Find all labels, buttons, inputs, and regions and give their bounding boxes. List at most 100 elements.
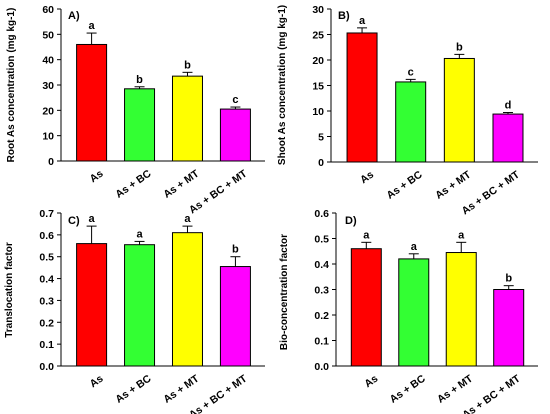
significance-letter: a [411, 241, 418, 253]
error-bars [86, 225, 241, 267]
significance-letter: c [408, 66, 414, 78]
y-tick-label: 20 [42, 105, 54, 117]
y-tick-label: 0.4 [39, 274, 54, 286]
bars [76, 232, 251, 367]
bar [493, 289, 525, 367]
significance-letters: a a a b [89, 213, 240, 256]
bars [350, 248, 525, 367]
y-tick-label: 10 [42, 131, 54, 143]
y-ticks: 0 5 10 15 20 25 30 [312, 4, 331, 169]
bar [76, 243, 108, 367]
y-tick-label: 0.1 [314, 336, 329, 348]
y-tick-label: 30 [42, 80, 54, 92]
panel-a: Root As concentration (mg kg-1) A) abbc … [6, 4, 265, 216]
x-tick-label: As [88, 168, 106, 186]
bars [76, 43, 251, 162]
y-tick-label: 0.3 [314, 285, 329, 297]
y-tick-label: 0.1 [39, 339, 54, 351]
significance-letters: a b b c [89, 20, 239, 106]
x-tick-label: As [362, 373, 380, 391]
significance-letters: a c b d [359, 15, 511, 112]
bar [395, 81, 427, 163]
bar [124, 88, 156, 162]
panel-label: A) [68, 10, 80, 22]
significance-letter: a [458, 229, 465, 241]
x-tick-label: As + BC [385, 168, 425, 201]
significance-letter: a [184, 213, 191, 225]
significance-letters: a a a b [363, 229, 512, 284]
significance-letter: a [136, 228, 143, 240]
x-tick-label: As + MT [161, 167, 202, 200]
bars [346, 32, 524, 163]
x-tick-label: As + MT [433, 168, 474, 201]
error-bars [361, 241, 514, 290]
y-tick-label: 0.7 [39, 208, 54, 220]
y-tick-label: 0 [48, 156, 54, 168]
y-tick-label: 20 [312, 55, 324, 67]
x-tick-label: As + MT [435, 372, 476, 405]
x-tick-label: As + BC [113, 167, 153, 200]
panel-label: B) [338, 10, 350, 22]
y-tick-label: 0.2 [314, 310, 329, 322]
y-tick-label: 15 [312, 81, 324, 93]
y-tick-label: 0.3 [39, 295, 54, 307]
significance-letter: b [184, 59, 191, 71]
error-bars [86, 32, 241, 110]
significance-letter: d [505, 100, 512, 112]
y-ticks: 0.0 0.1 0.2 0.3 0.4 0.5 0.6 [314, 208, 336, 373]
x-tick-label: As + BC [388, 372, 428, 405]
bar [171, 232, 203, 367]
y-tick-label: 5 [318, 132, 324, 144]
y-ticks: 0 10 20 30 40 50 60 [42, 4, 61, 168]
significance-letter: a [363, 229, 370, 241]
significance-letter: a [359, 15, 366, 27]
significance-letter: b [505, 273, 512, 285]
bar [445, 252, 477, 367]
panel-b: Shoot As concentration (mg kg-1) B) a c b d… [277, 4, 538, 217]
y-tick-label: 0.6 [39, 230, 54, 242]
y-axis-label: Root As concentration (mg kg-1) [6, 8, 17, 163]
y-tick-label: 0.4 [314, 259, 329, 271]
panel-label: C) [68, 215, 80, 227]
bar [398, 258, 430, 367]
y-tick-label: 0.6 [314, 208, 329, 220]
bar [219, 266, 251, 367]
y-tick-label: 40 [42, 55, 54, 67]
y-tick-label: 50 [42, 29, 54, 41]
bar [219, 108, 251, 162]
bar [492, 113, 524, 163]
significance-letter: b [136, 74, 143, 86]
x-tick-label: As + MT [161, 372, 202, 405]
y-axis-label: Translocation factor [4, 242, 15, 338]
y-tick-label: 30 [312, 4, 324, 16]
y-ticks: 0.0 0.1 0.2 0.3 0.4 0.5 0.6 0.7 [39, 208, 61, 373]
significance-letter: a [89, 20, 96, 32]
bar [346, 32, 378, 163]
bar [76, 43, 108, 162]
significance-letter: c [232, 94, 238, 106]
error-bars [357, 27, 513, 115]
significance-letter: b [232, 244, 239, 256]
significance-letter: b [456, 41, 463, 53]
bar [124, 244, 156, 367]
panel-d: Bio-concentration factor D) a a a b 0.0 0.1 0… [279, 208, 538, 414]
x-tick-label: As + BC [113, 372, 153, 405]
y-axis-label: Bio-concentration factor [279, 234, 290, 350]
bar [171, 75, 203, 162]
y-tick-label: 10 [312, 106, 324, 118]
y-tick-label: 0.5 [39, 252, 54, 264]
y-tick-label: 25 [312, 30, 324, 42]
y-tick-label: 0.2 [39, 317, 54, 329]
bar [443, 57, 475, 163]
panel-label: D) [345, 215, 357, 227]
y-tick-label: 0.0 [39, 361, 54, 373]
y-tick-label: 60 [42, 4, 54, 16]
significance-letter: a [89, 213, 96, 225]
y-tick-label: 0.0 [314, 361, 329, 373]
